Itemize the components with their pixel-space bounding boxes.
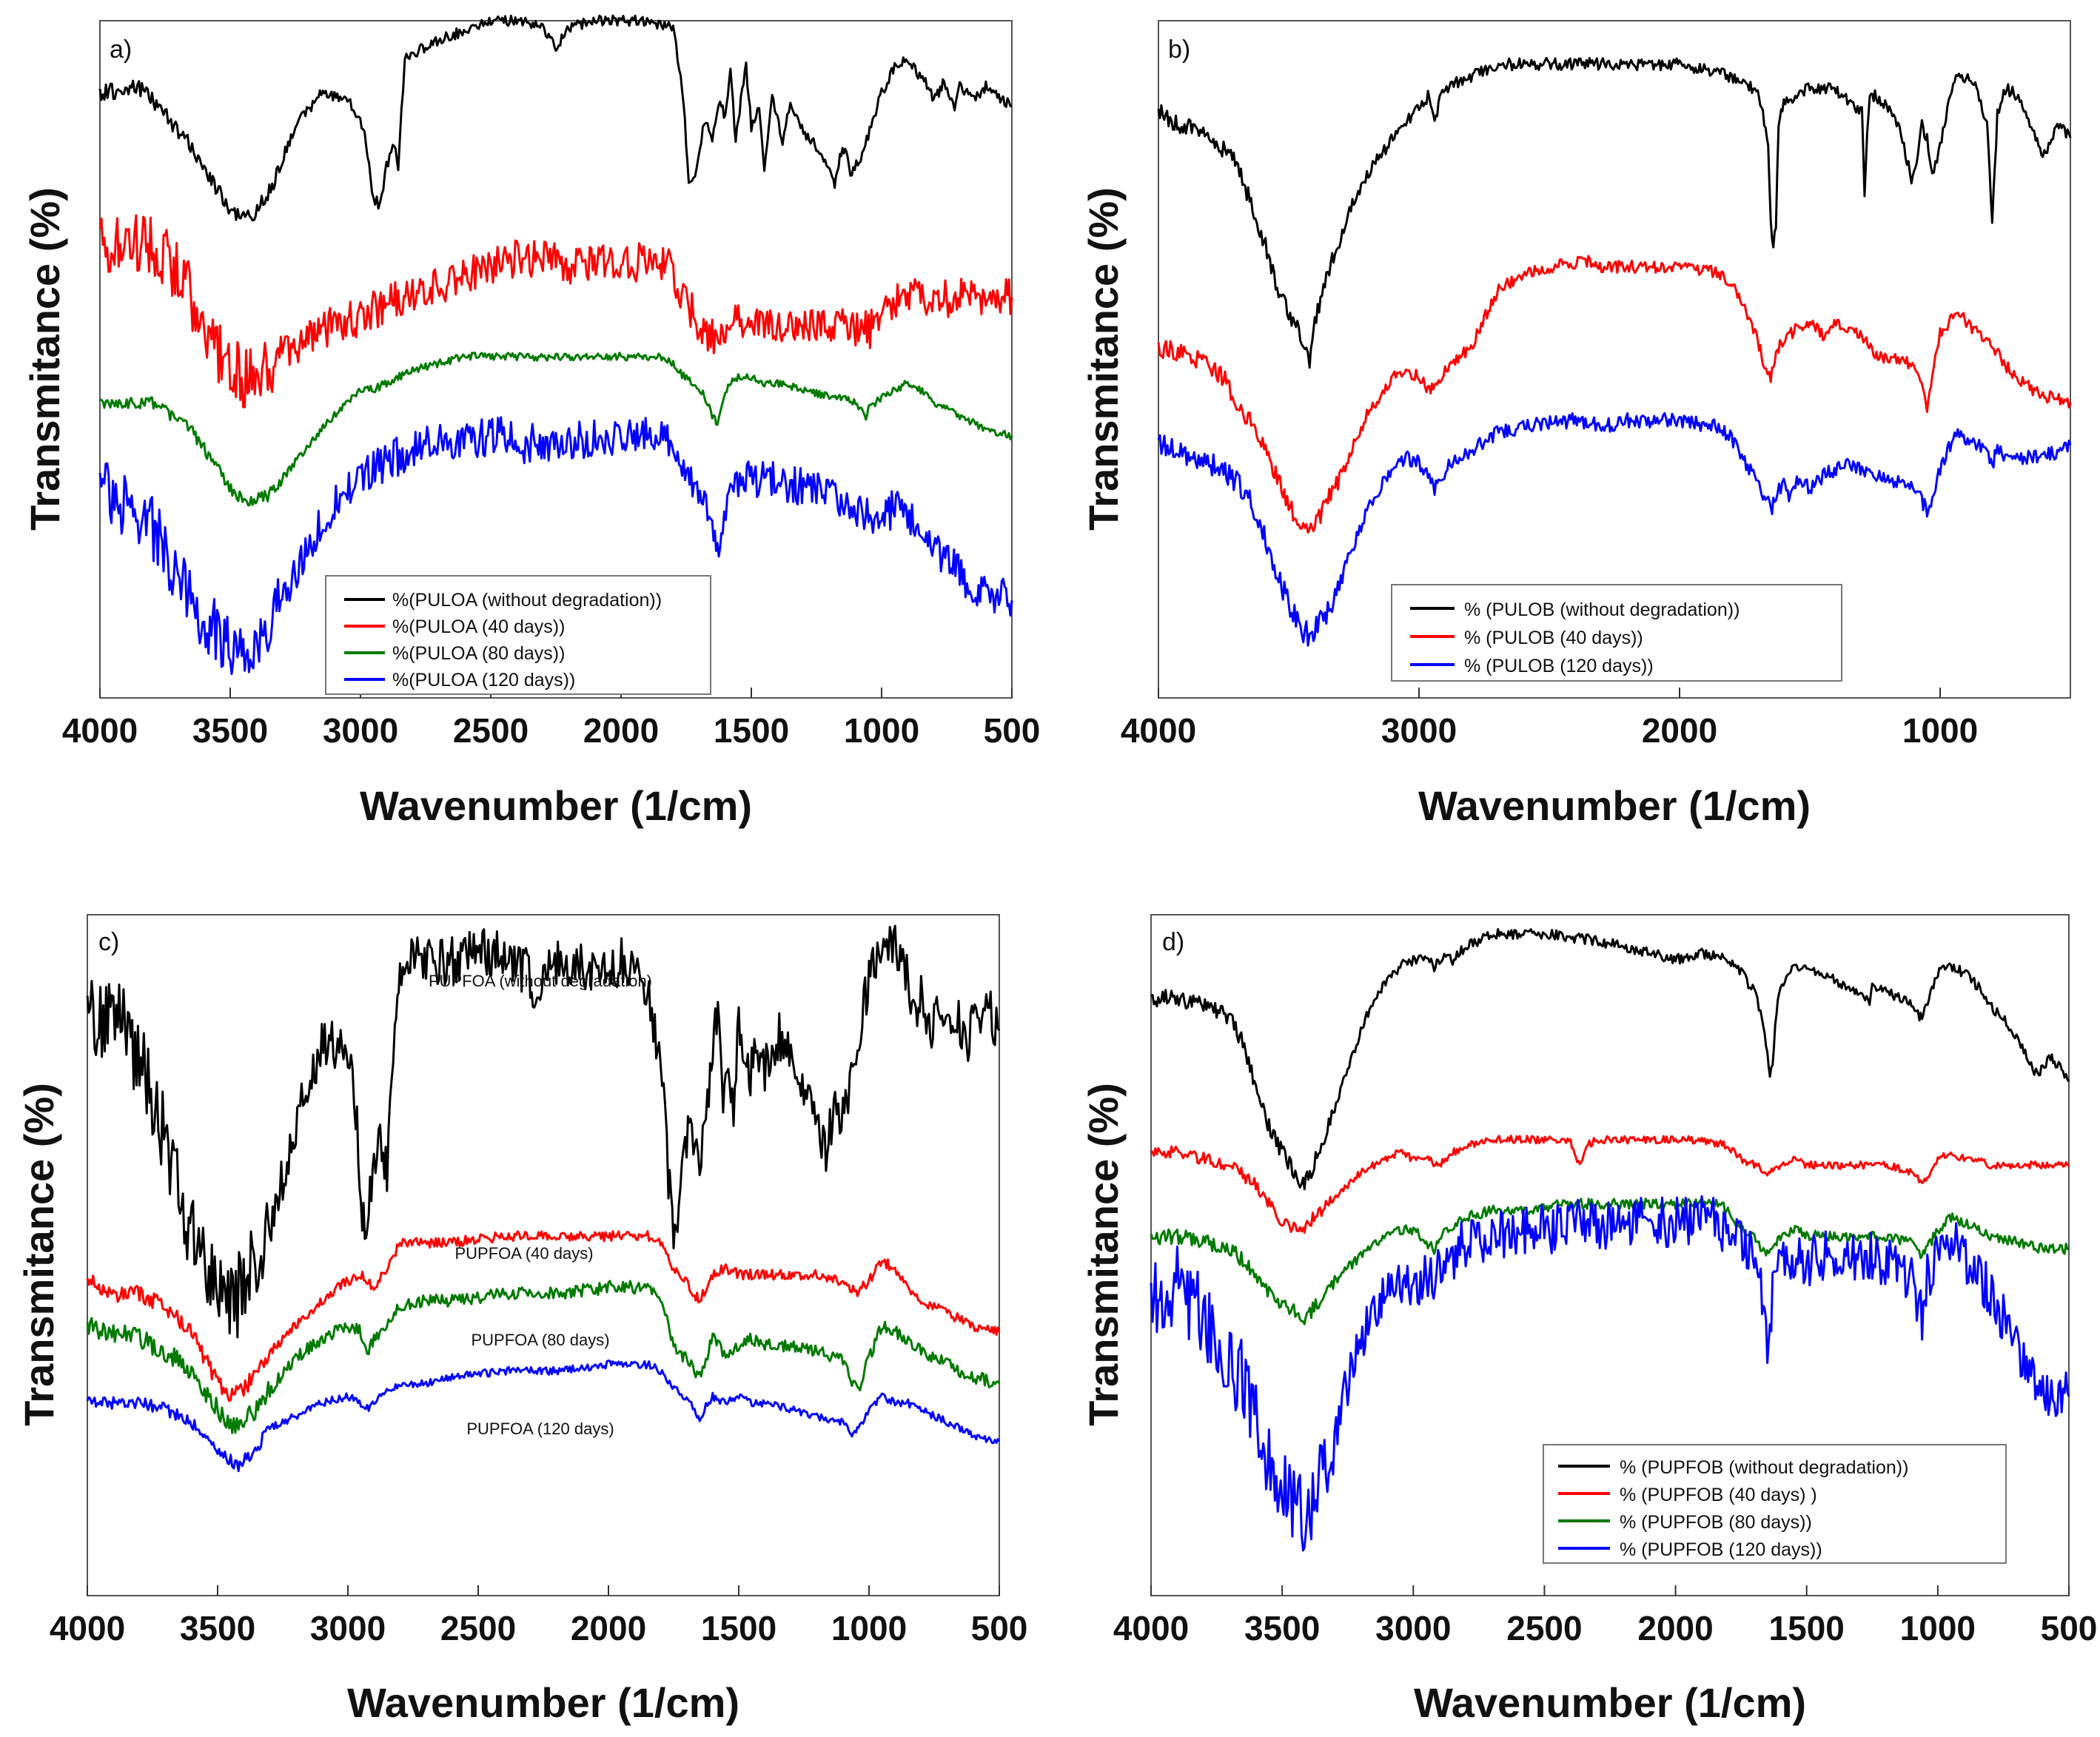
- legend-entry: % (PUPFOB (40 days) ): [1620, 1485, 1817, 1505]
- series-line: [1150, 928, 2070, 1191]
- x-tick-label: 1500: [714, 711, 789, 750]
- panel-a: a) 4000 3500 3000 2500 2000 1500 1000 500 Waven…: [21, 14, 1041, 829]
- x-tick-label: 3000: [323, 711, 398, 750]
- legend: %(PULOA (without degradation)) %(PULOA (…: [325, 575, 711, 695]
- legend-entry: % (PUPFOB (80 days)): [1620, 1512, 1812, 1533]
- panel-label: b): [1168, 36, 1190, 64]
- x-axis-label: Wavenumber (1/cm): [1414, 1679, 1806, 1726]
- x-ticks: 4000 3500 3000 2500 2000 1500 1000 500: [1113, 1585, 2098, 1647]
- y-axis-label: Transmitance (%): [16, 1083, 62, 1426]
- x-tick-label: 2500: [1506, 1609, 1582, 1647]
- x-tick-label: 2000: [1642, 711, 1717, 750]
- series-line: [98, 214, 1013, 409]
- plot-frame: [87, 914, 1000, 1596]
- panel-label: d): [1162, 928, 1184, 956]
- y-axis-label: Transmitance (%): [1080, 187, 1127, 531]
- legend-box: [1391, 584, 1842, 682]
- series-line: [1150, 1135, 2070, 1234]
- series-line: [1150, 1197, 2070, 1326]
- x-tick-label: 3500: [180, 1609, 255, 1647]
- x-tick-label: 3500: [192, 711, 268, 750]
- series-line: [98, 416, 1013, 676]
- x-tick-label: 3000: [1375, 1609, 1451, 1647]
- series-line: [1157, 411, 2072, 647]
- x-tick-label: 500: [2041, 1609, 2098, 1647]
- x-tick-label: 1000: [1900, 1609, 1976, 1647]
- series-line: [98, 14, 1013, 222]
- legend-entry: % (PUPFOB (120 days)): [1620, 1539, 1822, 1560]
- x-axis-label: Wavenumber (1/cm): [347, 1679, 739, 1726]
- series-line: [86, 1230, 1001, 1402]
- panel-b: b) 4000 3000 2000 1000 Wavenumber (1/cm) Tr…: [1080, 20, 2072, 829]
- plot-frame: [99, 20, 1013, 699]
- x-tick-label: 2000: [583, 711, 659, 750]
- series-line: [86, 924, 1001, 1339]
- x-tick-label: 4000: [1113, 1609, 1189, 1647]
- plot-frame: [1150, 914, 2070, 1596]
- x-tick-label: 3000: [310, 1609, 386, 1647]
- legend-box: [325, 575, 711, 695]
- series-group: [1157, 56, 2072, 647]
- x-tick-label: 500: [984, 711, 1041, 750]
- panel-label: c): [98, 928, 119, 956]
- legend-box: [1543, 1444, 2007, 1564]
- x-tick-label: 1500: [1769, 1609, 1845, 1647]
- series-line: [99, 352, 1013, 507]
- legend-entry: %(PULOA (120 days)): [392, 670, 575, 691]
- x-ticks: 4000 3500 3000 2500 2000 1500 1000 500: [62, 688, 1041, 750]
- x-tick-label: 2500: [440, 1609, 516, 1647]
- series-line: [1157, 255, 2072, 534]
- panel-label: a): [110, 36, 132, 64]
- x-axis-label: Wavenumber (1/cm): [360, 782, 752, 829]
- legend-entry: %(PULOA (80 days)): [392, 643, 565, 664]
- legend-entry: % (PULOB (without degradation)): [1464, 599, 1740, 620]
- series-line: [86, 1280, 1001, 1434]
- x-tick-label: 4000: [1121, 711, 1196, 750]
- series-group: [1150, 928, 2070, 1552]
- panel-d: d) 4000 3500 3000 2500 2000 1500 1000 500 Waven…: [1080, 914, 2098, 1726]
- panel-c: c) 4000 3500 3000 2500 2000 1500 1000 500 Waven…: [16, 914, 1028, 1726]
- legend-entry: % (PUPFOB (without degradation)): [1620, 1457, 1908, 1478]
- plot-frame: [1158, 20, 2071, 699]
- x-tick-label: 3000: [1381, 711, 1457, 750]
- x-tick-label: 1000: [831, 1609, 907, 1647]
- series-annotation: PUPFOA (without degradation): [429, 972, 652, 990]
- x-tick-label: 3500: [1244, 1609, 1320, 1647]
- legend-entry: % (PULOB (40 days)): [1464, 628, 1643, 648]
- series-group: [98, 14, 1013, 676]
- x-tick-label: 1000: [844, 711, 919, 750]
- y-axis-label: Transmitance (%): [1080, 1083, 1127, 1426]
- x-tick-label: 2500: [453, 711, 529, 750]
- series-annotation: PUPFOA (40 days): [454, 1244, 593, 1263]
- x-tick-label: 2000: [1637, 1609, 1713, 1647]
- x-ticks: 4000 3000 2000 1000: [1121, 688, 1978, 750]
- legend-entry: % (PULOB (120 days)): [1464, 656, 1654, 676]
- x-tick-label: 4000: [50, 1609, 125, 1647]
- x-ticks: 4000 3500 3000 2500 2000 1500 1000 500: [50, 1585, 1028, 1647]
- y-axis-label: Transmitance (%): [21, 187, 68, 531]
- series-annotation: PUPFOA (120 days): [466, 1419, 614, 1438]
- legend-entry: %(PULOA (without degradation)): [392, 590, 662, 611]
- x-tick-label: 2000: [571, 1609, 646, 1647]
- legend: % (PULOB (without degradation)) % (PULOB…: [1391, 584, 1842, 682]
- x-tick-label: 4000: [62, 711, 138, 750]
- x-axis-label: Wavenumber (1/cm): [1418, 782, 1811, 829]
- series-line: [86, 1360, 1001, 1473]
- x-tick-label: 500: [971, 1609, 1028, 1647]
- series-line: [1157, 56, 2072, 369]
- legend-entry: %(PULOA (40 days)): [392, 616, 565, 637]
- x-tick-label: 1500: [701, 1609, 776, 1647]
- x-tick-label: 1000: [1902, 711, 1978, 750]
- series-group: [86, 924, 1001, 1473]
- legend: % (PUPFOB (without degradation)) % (PUPF…: [1543, 1444, 2007, 1564]
- series-annotation: PUPFOA (80 days): [471, 1331, 609, 1349]
- series-line: [1150, 1195, 2070, 1552]
